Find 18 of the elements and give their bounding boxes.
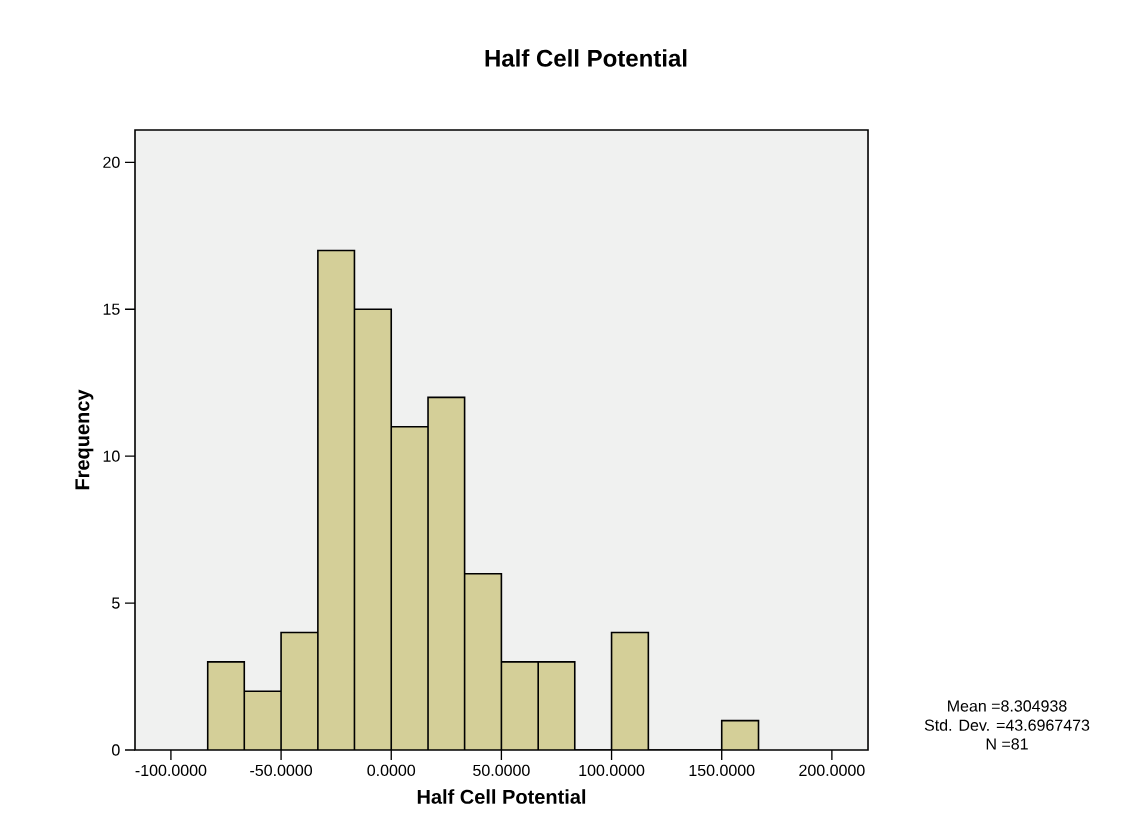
y-tick-label: 15 [103,303,120,315]
text: Std. Dev. =43.6967473 [924,719,1090,731]
x-tick-label: 0.0000 [367,764,416,777]
chart-title: Half Cell Potential [485,49,687,67]
x-tick-label: 50.0000 [473,764,530,777]
x-axis-title: Half Cell Potential [417,789,586,804]
text: Mean =8.304938 [948,700,1067,712]
x-tick-label: 200.0000 [799,764,865,777]
x-tick-label: 100.0000 [579,764,645,777]
y-axis-title: Frequency [75,389,94,490]
y-tick-label: 5 [112,597,120,609]
x-tick-label: -100.0000 [135,764,207,777]
x-tick-label: 150.0000 [689,764,755,777]
x-tick-label: -50.0000 [250,764,313,777]
y-tick-label: 10 [103,450,120,462]
y-tick-label: 0 [112,744,120,756]
text: N =81 [986,738,1028,750]
y-tick-label: 20 [103,156,120,168]
